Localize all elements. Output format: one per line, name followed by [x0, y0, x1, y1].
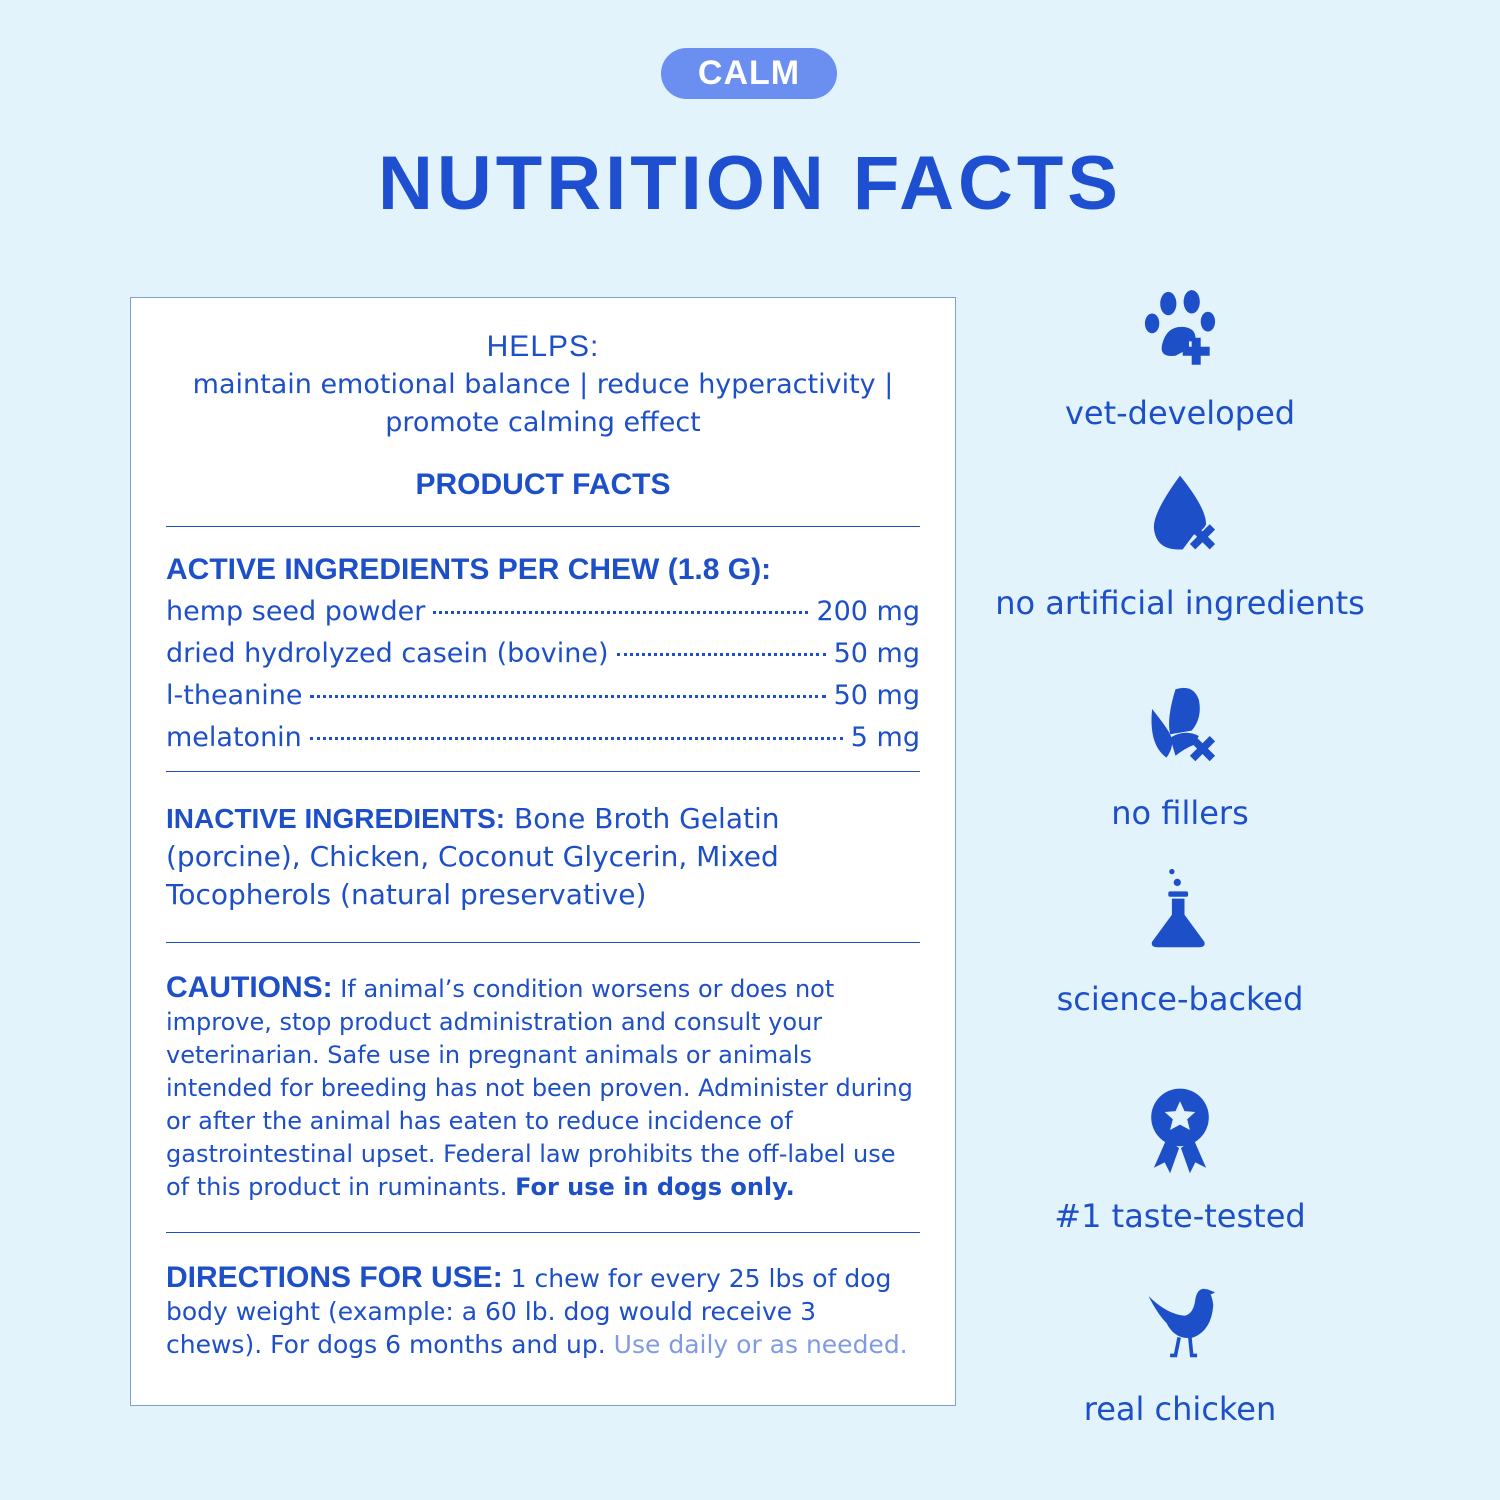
inactive-heading: INACTIVE INGREDIENTS:	[166, 803, 506, 834]
divider	[166, 1232, 920, 1233]
leader-dots	[616, 653, 826, 656]
ingredient-name: melatonin	[166, 722, 302, 753]
leader-dots	[309, 737, 843, 740]
cautions-text: If animal’s condition worsens or does no…	[166, 975, 913, 1201]
ingredient-amount: 5 mg	[850, 722, 920, 753]
ingredient-amount: 50 mg	[833, 638, 920, 669]
divider	[166, 526, 920, 527]
divider	[166, 771, 920, 772]
ingredient-name: hemp seed powder	[166, 596, 426, 627]
ingredient-row: melatonin 5 mg	[166, 717, 920, 759]
feature-label: no fillers	[1111, 794, 1249, 832]
ingredient-row: hemp seed powder 200 mg	[166, 591, 920, 633]
feature-label: #1 taste-tested	[1054, 1197, 1306, 1235]
feature-item: science-backed	[960, 868, 1400, 1018]
feature-item: no fillers	[960, 682, 1400, 832]
cautions-heading: CAUTIONS:	[166, 971, 333, 1004]
ingredient-name: l-theanine	[166, 680, 303, 711]
leader-dots	[310, 695, 826, 698]
ribbon-star-icon	[1151, 1088, 1209, 1174]
helps-heading: HELPS:	[486, 330, 600, 363]
active-heading: ACTIVE INGREDIENTS PER CHEW (1.8 G):	[166, 553, 772, 586]
drop-x-icon	[1153, 475, 1216, 550]
feature-item: #1 taste-tested	[960, 1085, 1400, 1235]
cautions-bold: For use in dogs only.	[515, 1173, 795, 1201]
directions-text: 1 chew for every 25 lbs of dog body weig…	[166, 1264, 892, 1359]
ingredient-row: dried hydrolyzed casein (bovine) 50 mg	[166, 633, 920, 675]
directions-heading: DIRECTIONS FOR USE:	[166, 1261, 503, 1294]
helps-text: maintain emotional balance | reduce hype…	[192, 369, 894, 438]
ingredient-amount: 200 mg	[816, 596, 920, 627]
feature-label: real chicken	[1083, 1390, 1277, 1428]
inactive-ingredients: INACTIVE INGREDIENTS: Bone Broth Gelatin…	[166, 772, 920, 942]
flask-icon	[1151, 868, 1205, 948]
divider	[166, 942, 920, 943]
paw-plus-icon	[1144, 290, 1216, 365]
directions-highlight: Use daily or as needed.	[613, 1330, 908, 1359]
feature-label: science-backed	[1056, 980, 1304, 1018]
leader-dots	[433, 611, 809, 614]
cautions: CAUTIONS: If animal’s condition worsens …	[166, 943, 920, 1232]
product-facts-heading: PRODUCT FACTS	[415, 468, 671, 501]
calm-badge: CALM	[661, 48, 837, 99]
facts-panel: HELPS: maintain emotional balance | redu…	[130, 297, 956, 1406]
directions: DIRECTIONS FOR USE: 1 chew for every 25 …	[166, 1233, 920, 1389]
helps-section: HELPS: maintain emotional balance | redu…	[166, 330, 920, 442]
active-ingredients: ACTIVE INGREDIENTS PER CHEW (1.8 G): hem…	[166, 527, 920, 771]
ingredient-amount: 50 mg	[833, 680, 920, 711]
feature-label: vet-developed	[1064, 394, 1296, 432]
page-title: NUTRITION FACTS	[378, 141, 1122, 226]
chicken-icon	[1148, 1288, 1216, 1358]
feature-item: real chicken	[960, 1278, 1400, 1428]
feature-item: vet-developed	[960, 282, 1400, 432]
feature-item: no artificial ingredients	[960, 472, 1400, 622]
feature-label: no artificial ingredients	[995, 584, 1365, 622]
ingredient-name: dried hydrolyzed casein (bovine)	[166, 638, 609, 669]
corn-x-icon	[1151, 687, 1216, 762]
ingredient-row: l-theanine 50 mg	[166, 675, 920, 717]
inactive-text: Bone Broth Gelatin (porcine), Chicken, C…	[166, 802, 780, 911]
